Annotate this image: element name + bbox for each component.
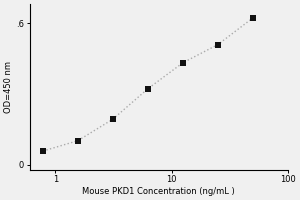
- Point: [250, 16, 255, 19]
- Point: [146, 87, 150, 90]
- Y-axis label: OD=450 nm: OD=450 nm: [4, 61, 13, 113]
- Point: [110, 118, 115, 121]
- Point: [76, 139, 80, 142]
- X-axis label: Mouse PKD1 Concentration (ng/mL ): Mouse PKD1 Concentration (ng/mL ): [82, 187, 235, 196]
- Point: [181, 61, 185, 64]
- Point: [40, 149, 45, 153]
- Point: [215, 43, 220, 46]
